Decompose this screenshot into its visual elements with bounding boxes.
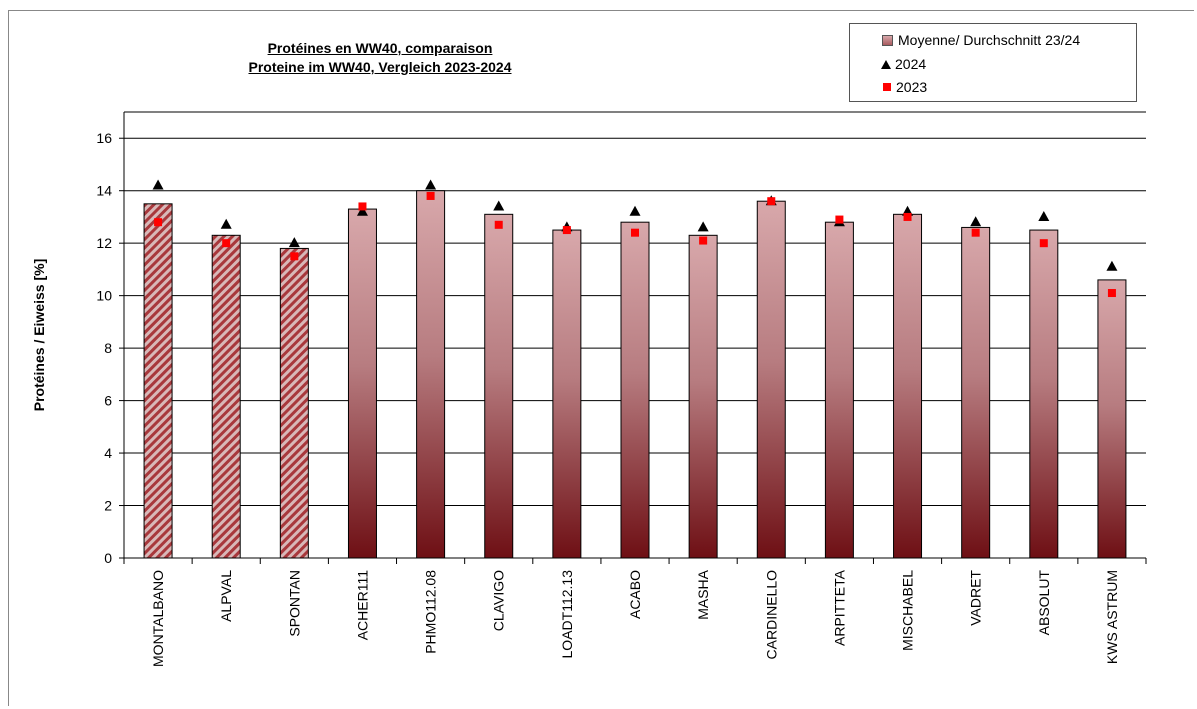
bar [347, 208, 377, 559]
bar [484, 213, 514, 559]
bar [416, 190, 446, 559]
y-tick-label: 0 [104, 550, 112, 566]
legend-triangle-icon [881, 59, 891, 69]
point-2023 [290, 252, 299, 261]
y-tick-label: 12 [96, 235, 112, 251]
bar [893, 213, 923, 559]
bar [1097, 279, 1127, 559]
legend-item-average: Moyenne/ Durchschnitt 23/24 [850, 29, 1080, 51]
bars [143, 190, 1127, 559]
point-2023 [835, 215, 844, 224]
markers [152, 179, 1118, 298]
bar [552, 229, 582, 559]
x-category-label: ALPVAL [218, 570, 234, 622]
point-2023 [631, 228, 639, 237]
x-category-label: MASHA [695, 569, 711, 619]
x-category-label: ABSOLUT [1036, 570, 1052, 636]
bar [143, 203, 173, 559]
point-2023 [562, 226, 571, 235]
x-category-label: VADRET [968, 570, 984, 626]
chart-subtitle: Proteine im WW40, Vergleich 2023-2024 [248, 59, 512, 75]
point-2023 [358, 202, 367, 211]
point-2024 [220, 218, 232, 229]
point-2023 [222, 239, 231, 248]
legend-square-icon [883, 83, 891, 91]
y-axis-title: Protéines / Eiweiss [%] [31, 259, 47, 412]
point-2024 [1038, 210, 1050, 221]
x-category-label: CARDINELLO [763, 570, 779, 660]
point-2023 [426, 191, 435, 200]
bar [1029, 229, 1059, 559]
point-2023 [494, 220, 503, 229]
x-category-label: MONTALBANO [150, 570, 166, 667]
bar [688, 234, 718, 559]
point-2023 [971, 228, 980, 237]
point-2024 [356, 205, 368, 216]
bar [961, 226, 991, 559]
x-category-label: CLAVIGO [491, 570, 507, 631]
bar [756, 200, 786, 559]
legend-label-2023: 2023 [896, 79, 928, 95]
x-category-label: ACHER111 [354, 570, 370, 641]
y-tick-label: 8 [104, 340, 112, 356]
axes [119, 111, 1147, 564]
x-category-label: MISCHABEL [900, 570, 916, 651]
y-tick-label: 2 [104, 498, 112, 514]
point-2024 [970, 216, 982, 227]
point-2024 [152, 179, 164, 190]
point-2024 [288, 237, 300, 248]
bar [620, 221, 650, 559]
legend-item-2023: 2023 [850, 76, 927, 98]
x-category-label: PHMO112.08 [423, 570, 439, 654]
bar [211, 234, 241, 559]
y-tick-label: 14 [96, 183, 112, 199]
bar [279, 247, 309, 559]
legend: Moyenne/ Durchschnitt 23/24 2024 2023 [849, 23, 1137, 102]
point-2023 [154, 218, 163, 227]
y-tick-label: 16 [96, 130, 112, 146]
point-2024 [1106, 260, 1118, 271]
x-category-label: ARPITTETA [831, 569, 847, 646]
labels: 0 2 4 6 8 10 12 14 16 MONTALBANO ALPVAL SPONTAN ACHE… [31, 130, 1120, 667]
point-2024 [425, 179, 437, 190]
point-2023 [699, 236, 708, 245]
y-tick-label: 4 [104, 445, 112, 461]
x-category-label: SPONTAN [286, 570, 302, 637]
point-2023 [1039, 239, 1048, 248]
point-2024 [629, 205, 641, 216]
legend-bar-swatch [882, 34, 893, 46]
legend-label-2024: 2024 [895, 56, 927, 72]
point-2023 [767, 197, 776, 206]
x-category-label: KWS ASTRUM [1104, 570, 1120, 664]
x-category-label: ACABO [627, 570, 643, 619]
point-2024 [493, 200, 505, 211]
point-2023 [903, 212, 912, 221]
legend-item-2024: 2024 [850, 53, 926, 75]
y-tick-label: 6 [104, 393, 112, 409]
chart-frame [8, 10, 1194, 706]
bar [824, 221, 854, 559]
point-2024 [697, 221, 709, 232]
x-category-label: LOADT112.13 [559, 570, 575, 659]
chart-title: Protéines en WW40, comparaison [267, 40, 493, 56]
legend-label-average: Moyenne/ Durchschnitt 23/24 [898, 32, 1081, 48]
y-tick-label: 10 [96, 288, 112, 304]
point-2023 [1107, 289, 1116, 298]
